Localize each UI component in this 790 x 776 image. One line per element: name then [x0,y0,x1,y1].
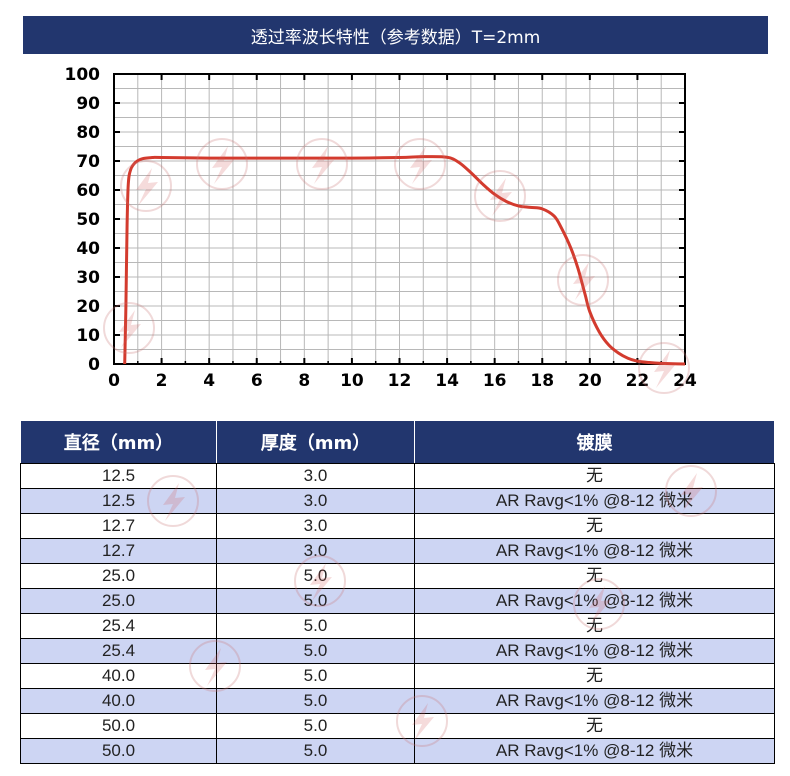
header-coating: 镀膜 [414,420,775,464]
cell-diameter: 50.0 [20,713,217,739]
table-row: 25.4 5.0 AR Ravg<1% @8-12 微米 [20,638,775,664]
x-tick-label: 14 [435,371,459,391]
table-row: 12.5 3.0 AR Ravg<1% @8-12 微米 [20,488,775,514]
cell-coating: 无 [414,513,775,539]
cell-diameter: 12.5 [20,463,217,489]
y-tick-label: 80 [76,123,100,143]
cell-thickness: 3.0 [216,513,415,539]
cell-thickness: 5.0 [216,688,415,714]
header-thickness: 厚度（mm） [216,420,415,464]
cell-diameter: 25.0 [20,588,217,614]
transmission-series-line [123,155,686,366]
cell-coating: AR Ravg<1% @8-12 微米 [414,538,775,564]
table-row: 25.4 5.0 无 [20,613,775,639]
cell-thickness: 5.0 [216,713,415,739]
x-tick-label: 18 [530,371,554,391]
chart-grid [114,74,685,364]
table-row: 12.5 3.0 无 [20,463,775,489]
cell-diameter: 25.4 [20,638,217,664]
cell-thickness: 5.0 [216,588,415,614]
cell-coating: 无 [414,563,775,589]
x-tick-label: 20 [578,371,602,391]
cell-thickness: 3.0 [216,488,415,514]
table-row: 50.0 5.0 无 [20,713,775,739]
cell-thickness: 5.0 [216,663,415,689]
cell-coating: AR Ravg<1% @8-12 微米 [414,688,775,714]
table-row: 12.7 3.0 无 [20,513,775,539]
table-header-row: 直径（mm） 厚度（mm） 镀膜 [20,420,775,464]
cell-coating: 无 [414,663,775,689]
y-tick-label: 0 [88,355,100,375]
y-tick-label: 90 [76,94,100,114]
header-diameter: 直径（mm） [20,420,217,464]
y-tick-label: 100 [65,65,101,85]
table-row: 40.0 5.0 无 [20,663,775,689]
cell-diameter: 12.7 [20,513,217,539]
cell-thickness: 5.0 [216,613,415,639]
cell-diameter: 40.0 [20,688,217,714]
y-tick-label: 10 [76,326,100,346]
chart-tick-labels: 0 2 4 6 8 10 12 14 16 18 20 22 240102030405060708090… [65,65,697,391]
cell-thickness: 3.0 [216,538,415,564]
table-row: 12.7 3.0 AR Ravg<1% @8-12 微米 [20,538,775,564]
chart-series [123,155,686,366]
x-tick-label: 6 [251,371,263,391]
cell-diameter: 12.7 [20,538,217,564]
x-tick-label: 10 [340,371,364,391]
cell-diameter: 50.0 [20,738,217,764]
table-row: 40.0 5.0 AR Ravg<1% @8-12 微米 [20,688,775,714]
cell-coating: 无 [414,463,775,489]
cell-coating: AR Ravg<1% @8-12 微米 [414,488,775,514]
cell-coating: 无 [414,613,775,639]
y-tick-label: 50 [76,210,100,230]
table-row: 50.0 5.0 AR Ravg<1% @8-12 微米 [20,738,775,764]
y-tick-label: 30 [76,268,100,288]
cell-diameter: 12.5 [20,488,217,514]
cell-thickness: 5.0 [216,563,415,589]
cell-thickness: 3.0 [216,463,415,489]
x-tick-label: 2 [156,371,168,391]
cell-coating: AR Ravg<1% @8-12 微米 [414,738,775,764]
cell-thickness: 5.0 [216,738,415,764]
y-tick-label: 40 [76,239,100,259]
x-tick-label: 16 [483,371,507,391]
cell-diameter: 25.0 [20,563,217,589]
y-tick-label: 70 [76,152,100,172]
table-row: 25.0 5.0 无 [20,563,775,589]
chart-axes [113,73,686,365]
x-tick-label: 4 [203,371,215,391]
x-tick-label: 12 [388,371,412,391]
x-tick-label: 8 [298,371,310,391]
transmission-chart: 0 2 4 6 8 10 12 14 16 18 20 22 240102030405060708090… [65,65,697,391]
y-tick-label: 20 [76,297,100,317]
cell-coating: AR Ravg<1% @8-12 微米 [414,588,775,614]
spec-table: 直径（mm） 厚度（mm） 镀膜 12.5 3.0 无 12.5 3.0 AR Ravg<… [20,420,775,764]
cell-diameter: 40.0 [20,663,217,689]
chart-title: 透过率波长特性（参考数据）T=2mm [23,16,768,54]
table-row: 25.0 5.0 AR Ravg<1% @8-12 微米 [20,588,775,614]
y-tick-label: 60 [76,181,100,201]
cell-coating: 无 [414,713,775,739]
x-tick-label: 24 [673,371,697,391]
cell-coating: AR Ravg<1% @8-12 微米 [414,638,775,664]
cell-thickness: 5.0 [216,638,415,664]
x-tick-label: 22 [626,371,650,391]
cell-diameter: 25.4 [20,613,217,639]
x-tick-label: 0 [108,371,120,391]
